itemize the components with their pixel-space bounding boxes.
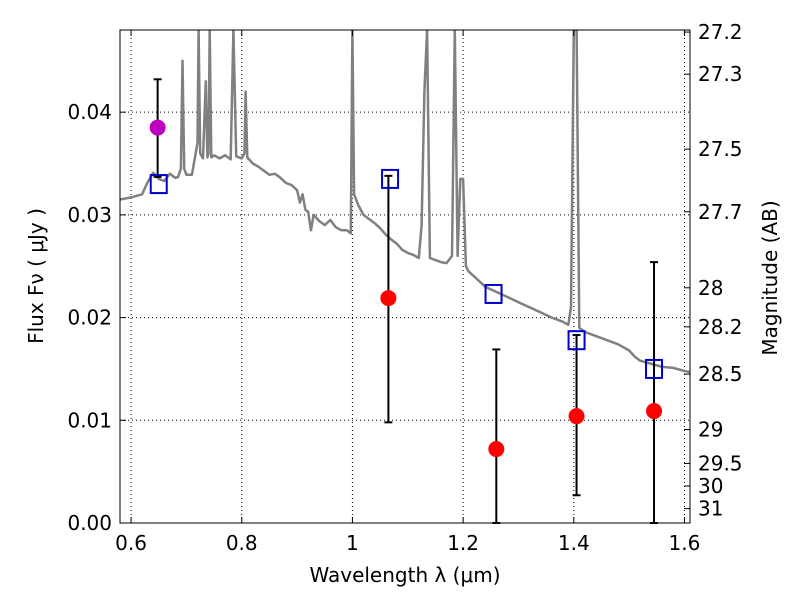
y-tick-label: 0.02	[67, 306, 112, 330]
right-tick-label: 27.2	[698, 20, 743, 44]
model-spectrum	[120, 30, 690, 374]
x-tick-label: 1.4	[558, 531, 590, 555]
right-tick-label: 31	[698, 497, 723, 521]
y-tick-label: 0.01	[67, 408, 112, 432]
synthetic-photometry-point	[149, 174, 168, 195]
y-axis-ticks: 0.00 0.01 0.02 0.03 0.04	[67, 100, 126, 535]
y-tick-label: 0.03	[67, 203, 112, 227]
right-tick-label: 30	[698, 474, 723, 498]
x-tick-label: 0.8	[226, 531, 258, 555]
right-tick-label: 27.3	[698, 62, 743, 86]
observed-flux-point	[488, 441, 505, 458]
right-tick-label: 29.5	[698, 451, 743, 475]
y-tick-label: 0.04	[67, 100, 112, 124]
right-tick-label: 28.2	[698, 315, 743, 339]
x-tick-label: 0.6	[115, 531, 147, 555]
detected-flux-point	[149, 119, 166, 136]
right-tick-label: 28	[698, 276, 723, 300]
right-tick-label: 28.5	[698, 362, 743, 386]
right-tick-label: 29	[698, 418, 723, 442]
x-axis-ticks: 0.6 0.8 1 1.2 1.4 1.6	[115, 30, 700, 555]
right-tick-label: 27.7	[698, 200, 743, 224]
model-spectrum-line	[120, 30, 690, 374]
observed-flux-point	[646, 403, 663, 420]
right-tick-label: 27.5	[698, 137, 743, 161]
x-tick-label: 1.2	[447, 531, 479, 555]
grid	[120, 30, 690, 523]
y-axis-label: Flux Fν ( μJy )	[24, 208, 48, 344]
plot-frame	[119, 29, 691, 524]
synthetic-photometry-point	[484, 283, 503, 304]
x-axis-label: Wavelength λ (μm)	[309, 563, 500, 587]
right-axis-label: Magnitude (AB)	[758, 200, 782, 355]
synthetic-photometry-point	[381, 168, 400, 189]
data-markers	[149, 119, 664, 458]
x-tick-label: 1.6	[669, 531, 701, 555]
error-bars	[153, 78, 659, 524]
synthetic-photometry-point	[645, 358, 664, 379]
synthetic-photometry-point	[567, 330, 586, 351]
observed-flux-point	[568, 408, 585, 425]
y-tick-label: 0.00	[67, 511, 112, 535]
observed-flux-point	[380, 290, 397, 307]
x-tick-label: 1	[346, 531, 359, 555]
